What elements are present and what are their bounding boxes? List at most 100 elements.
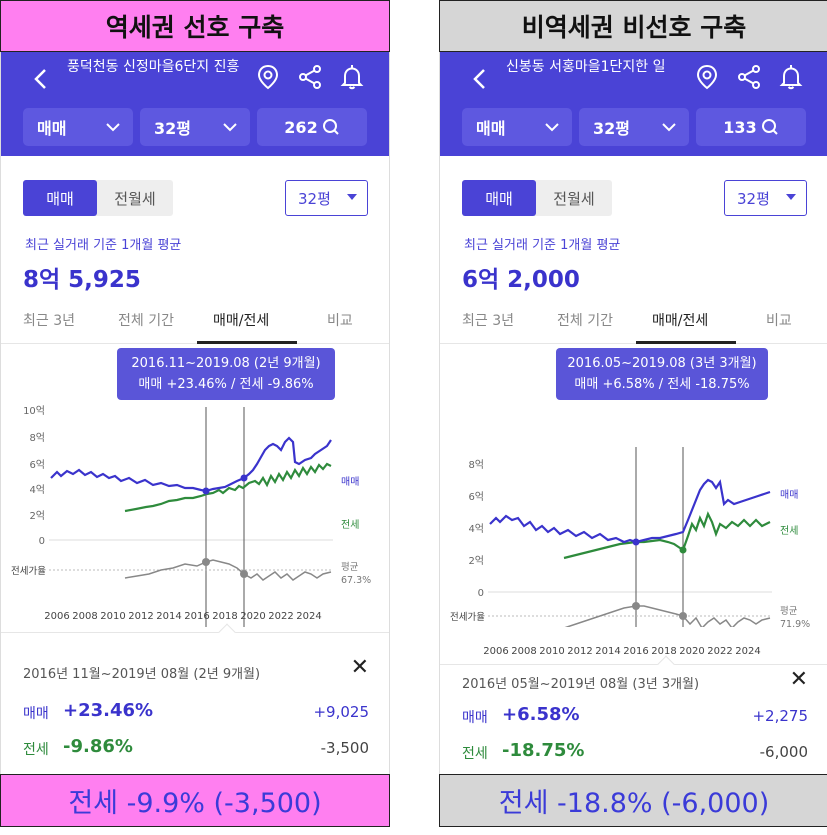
deal-type-dropdown[interactable]: 매매 bbox=[23, 108, 133, 146]
deal-type-dropdown[interactable]: 매매 bbox=[462, 108, 572, 146]
tooltip-period: 2016.05~2019.08 (3년 3개월) bbox=[567, 356, 757, 371]
ratio-label: 전세가율 bbox=[450, 612, 485, 623]
location-pin-icon bbox=[696, 64, 718, 90]
x-tick-label: 2018 bbox=[212, 611, 237, 622]
listing-count-button[interactable]: 133 bbox=[696, 108, 806, 146]
tab-all-period[interactable]: 전체 기간 bbox=[557, 313, 613, 329]
x-tick-label: 2018 bbox=[651, 646, 676, 657]
detail-sale-pct: +6.58% bbox=[502, 704, 580, 725]
deal-type-value: 매매 bbox=[37, 119, 67, 138]
trade-type-segment: 매매 전월세 bbox=[23, 180, 173, 216]
avg-ratio-value: 67.3% bbox=[341, 575, 371, 586]
location-button[interactable] bbox=[692, 62, 722, 92]
detail-jeonse-label: 전세 bbox=[462, 746, 488, 762]
chart-tabs: 최근 3년 전체 기간 매매/전세 비교 bbox=[440, 306, 827, 344]
area-dropdown[interactable]: 32평 bbox=[140, 108, 250, 146]
left-comparison-panel: 역세권 선호 구축 풍덕천동 신정마을6단지 진흥 매매 32평 bbox=[0, 0, 390, 835]
sale-series-label: 매매 bbox=[341, 476, 359, 488]
y-tick-label: 2억 bbox=[29, 510, 45, 522]
segment-sale[interactable]: 매매 bbox=[23, 180, 97, 216]
jeonse-ratio-line bbox=[564, 605, 771, 627]
banner-text: 비역세권 비선호 구축 bbox=[521, 13, 747, 42]
top-banner: 비역세권 비선호 구축 bbox=[439, 0, 827, 52]
detail-sale-label: 매매 bbox=[23, 706, 49, 722]
jeonse-series-label: 전세 bbox=[780, 525, 798, 537]
x-tick-label: 2008 bbox=[511, 646, 536, 657]
tab-recent-3y[interactable]: 최근 3년 bbox=[23, 313, 75, 329]
y-tick-label: 8억 bbox=[29, 432, 45, 444]
back-button[interactable] bbox=[466, 64, 492, 94]
y-tick-label: 0 bbox=[478, 588, 484, 599]
x-tick-label: 2024 bbox=[296, 611, 321, 622]
x-tick-label: 2014 bbox=[595, 646, 620, 657]
period-end-marker bbox=[679, 546, 687, 554]
tooltip-period: 2016.11~2019.08 (2년 9개월) bbox=[131, 356, 321, 371]
tab-sale-jeonse[interactable]: 매매/전세 bbox=[213, 313, 270, 329]
share-button[interactable] bbox=[734, 62, 764, 92]
x-tick-label: 2020 bbox=[240, 611, 265, 622]
avg-label: 평균 bbox=[341, 562, 359, 573]
size-select[interactable]: 32평 bbox=[724, 180, 807, 216]
y-tick-label: 0 bbox=[39, 536, 45, 547]
detail-sale-pct: +23.46% bbox=[63, 700, 154, 721]
notification-button[interactable] bbox=[776, 62, 806, 92]
tab-sale-jeonse[interactable]: 매매/전세 bbox=[652, 313, 709, 329]
location-button[interactable] bbox=[253, 62, 283, 92]
tab-underline bbox=[197, 341, 297, 344]
x-tick-label: 2006 bbox=[44, 611, 69, 622]
tab-compare[interactable]: 비교 bbox=[766, 313, 792, 329]
jeonse-series-label: 전세 bbox=[341, 519, 359, 531]
tooltip-changes: 매매 +6.58% / 전세 -18.75% bbox=[574, 377, 750, 392]
app-header: 신봉동 서홍마을1단지한 일 매매 32평 133 bbox=[440, 52, 827, 156]
location-pin-icon bbox=[257, 64, 279, 90]
share-icon bbox=[299, 65, 321, 89]
phone-screen: 신봉동 서홍마을1단지한 일 매매 32평 133 bbox=[439, 52, 827, 774]
tab-recent-3y[interactable]: 최근 3년 bbox=[462, 313, 514, 329]
listing-count: 133 bbox=[723, 117, 757, 137]
search-icon bbox=[761, 119, 778, 135]
banner-text: 역세권 선호 구축 bbox=[105, 13, 285, 42]
chevron-down-icon bbox=[662, 123, 676, 132]
avg-price: 8억 5,925 bbox=[23, 267, 141, 293]
segment-rent[interactable]: 전월세 bbox=[114, 189, 156, 208]
size-select[interactable]: 32평 bbox=[285, 180, 368, 216]
sale-series-line bbox=[489, 478, 771, 544]
detail-period: 2016년 11월~2019년 08월 (2년 9개월) bbox=[23, 667, 261, 682]
share-button[interactable] bbox=[295, 62, 325, 92]
x-tick-label: 2022 bbox=[707, 646, 732, 657]
tab-compare[interactable]: 비교 bbox=[327, 313, 353, 329]
detail-jeonse-pct: -18.75% bbox=[502, 740, 585, 761]
period-start-marker bbox=[632, 538, 640, 546]
close-icon[interactable]: ✕ bbox=[789, 667, 808, 692]
y-tick-label: 4억 bbox=[29, 484, 45, 496]
summary-text: 전세 -9.9% (-3,500) bbox=[68, 788, 322, 819]
x-tick-label: 2016 bbox=[623, 646, 648, 657]
x-tick-label: 2016 bbox=[184, 611, 209, 622]
detail-jeonse-amount: -6,000 bbox=[759, 743, 808, 761]
tab-all-period[interactable]: 전체 기간 bbox=[118, 313, 174, 329]
avg-price: 6억 2,000 bbox=[462, 267, 580, 293]
summary-text: 전세 -18.8% (-6,000) bbox=[498, 788, 770, 819]
listing-count-button[interactable]: 262 bbox=[257, 108, 367, 146]
x-tick-label: 2014 bbox=[156, 611, 181, 622]
apartment-title: 풍덕천동 신정마을6단지 진흥 bbox=[67, 59, 240, 75]
notification-button[interactable] bbox=[337, 62, 367, 92]
chevron-down-icon bbox=[545, 123, 559, 132]
price-chart[interactable]: 8억 6억 4억 2억 0 매매 전세 전세가율 평균 71.9% bbox=[440, 392, 827, 627]
ratio-label: 전세가율 bbox=[11, 566, 46, 577]
detail-sale-label: 매매 bbox=[462, 710, 488, 726]
back-button[interactable] bbox=[27, 64, 53, 94]
area-dropdown[interactable]: 32평 bbox=[579, 108, 689, 146]
x-tick-label: 2012 bbox=[128, 611, 153, 622]
period-tooltip: 2016.11~2019.08 (2년 9개월) 매매 +23.46% / 전세… bbox=[117, 348, 335, 400]
segment-rent[interactable]: 전월세 bbox=[553, 189, 595, 208]
price-chart[interactable]: 10억 8억 6억 4억 2억 0 매매 전세 전세가율 평균 67. bbox=[1, 392, 390, 627]
segment-sale[interactable]: 매매 bbox=[462, 180, 536, 216]
deal-type-value: 매매 bbox=[476, 119, 506, 138]
ratio-start-marker bbox=[632, 602, 640, 610]
back-chevron-icon bbox=[473, 69, 485, 89]
close-icon[interactable]: ✕ bbox=[350, 655, 369, 680]
y-tick-label: 6억 bbox=[29, 459, 45, 471]
x-tick-label: 2008 bbox=[72, 611, 97, 622]
chart-tabs: 최근 3년 전체 기간 매매/전세 비교 bbox=[1, 306, 389, 344]
